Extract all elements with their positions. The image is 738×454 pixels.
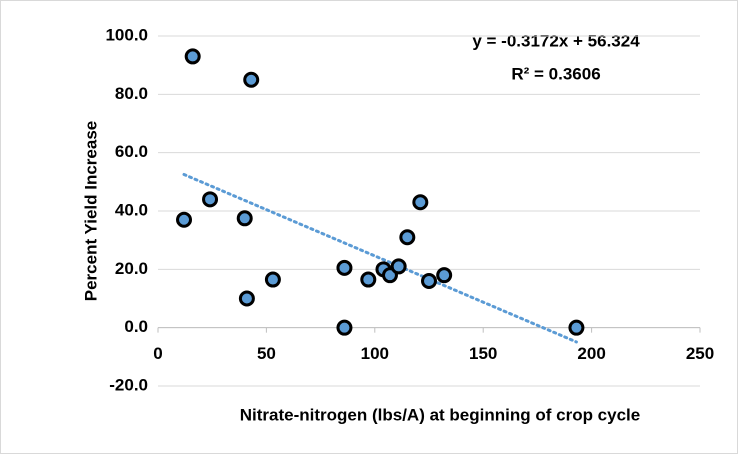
- trendline: [182, 172, 578, 344]
- data-point: [238, 290, 255, 307]
- y-tick-label: 100.0: [105, 25, 148, 44]
- data-point: [243, 71, 260, 88]
- data-point: [184, 48, 201, 65]
- data-point: [412, 194, 429, 211]
- x-tick-label: 200: [577, 344, 605, 363]
- x-tick-label: 150: [469, 344, 497, 363]
- data-point: [360, 271, 377, 288]
- y-tick-label: 20.0: [115, 259, 148, 278]
- data-point: [568, 319, 585, 336]
- data-point: [336, 319, 353, 336]
- x-tick-label: 250: [686, 344, 714, 363]
- data-point: [436, 267, 453, 284]
- data-point: [421, 273, 437, 289]
- data-point: [399, 229, 416, 246]
- trendline-equation: y = -0.3172x + 56.324: [472, 31, 640, 50]
- y-tick-label: 60.0: [115, 142, 148, 161]
- data-point: [236, 210, 253, 227]
- y-axis-title: Percent Yield Increase: [81, 121, 100, 302]
- y-tick-label: -20.0: [109, 375, 148, 394]
- x-tick-label: 50: [257, 344, 276, 363]
- data-point: [390, 258, 407, 275]
- data-point: [336, 259, 353, 276]
- trendline-r2: R² = 0.3606: [511, 64, 600, 83]
- data-point: [264, 271, 281, 288]
- y-tick-label: 0.0: [124, 317, 148, 336]
- x-axis-title: Nitrate-nitrogen (lbs/A) at beginning of…: [240, 405, 640, 424]
- data-point: [202, 191, 219, 208]
- y-tick-label: 80.0: [115, 84, 148, 103]
- x-tick-label: 100: [361, 344, 389, 363]
- data-point: [176, 211, 193, 228]
- x-tick-label: 0: [153, 344, 162, 363]
- y-tick-label: 40.0: [115, 200, 148, 219]
